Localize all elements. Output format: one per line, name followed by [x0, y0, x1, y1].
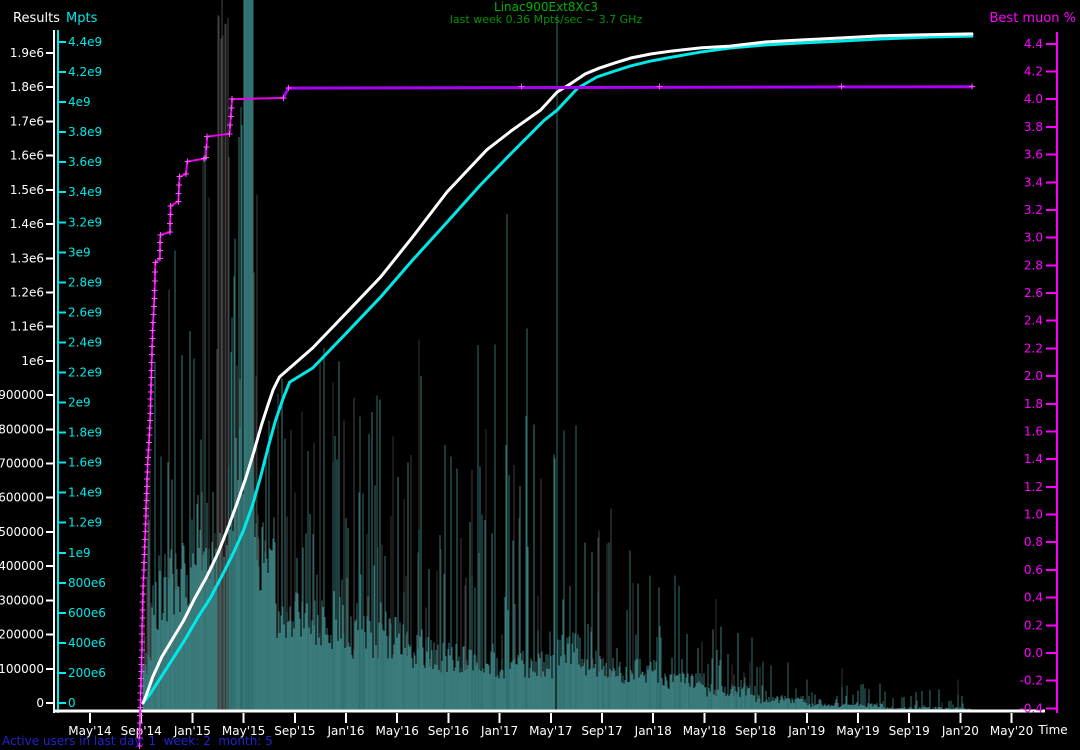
time-axis-tick-label: May'14 — [68, 724, 111, 738]
time-axis-tick-label: Jan'20 — [941, 724, 979, 738]
best-muon-axis-tick-label: 3.6 — [1024, 148, 1043, 162]
results-axis-tick-label: 1.7e6 — [10, 114, 44, 128]
best-muon-axis-tick-label: 0.4 — [1024, 591, 1043, 605]
mpts-axis-tick-label: 1.8e9 — [68, 426, 102, 440]
results-axis-tick-label: 1.8e6 — [10, 80, 44, 94]
best-muon-axis-tick-label: 3.4 — [1024, 175, 1043, 189]
mpts-axis-tick-label: 2e9 — [68, 396, 91, 410]
activity-spikes-layer — [142, 0, 974, 712]
mpts-axis-tick-label: 1e9 — [68, 546, 91, 560]
results-axis-tick-label: 900000 — [0, 388, 44, 402]
results-axis-tick-label: 1.4e6 — [10, 217, 44, 231]
best-muon-axis-title: Best muon % — [989, 11, 1077, 26]
best-muon-axis-tick-label: 1.2 — [1024, 480, 1043, 494]
mpts-axis-tick-label: 4.2e9 — [68, 65, 102, 79]
best-muon-axis-tick-label: 2.4 — [1024, 314, 1043, 328]
best-muon-axis-tick-label: 0.0 — [1024, 646, 1043, 660]
mpts-axis-tick-label: 1.4e9 — [68, 486, 102, 500]
mpts-axis-tick-label: 600e6 — [68, 606, 106, 620]
best-muon-axis-tick-label: 2.0 — [1024, 369, 1043, 383]
best-muon-curve-layer — [136, 83, 975, 749]
results-axis-tick-label: 1.5e6 — [10, 183, 44, 197]
mpts-axis-tick-label: 3e9 — [68, 245, 91, 259]
mpts-axis-tick-label: 3.8e9 — [68, 125, 102, 139]
best-muon-axis-tick-label: 1.6 — [1024, 424, 1043, 438]
best-muon-axis-tick-label: 0.8 — [1024, 535, 1043, 549]
chart-title: Linac900Ext8Xc3 — [494, 0, 598, 14]
results-axis-tick-label: 700000 — [0, 457, 44, 471]
best-muon-axis-tick-label: 1.8 — [1024, 397, 1043, 411]
best-muon-axis-tick-label: 2.6 — [1024, 286, 1043, 300]
time-axis-tick-label: Jan'16 — [326, 724, 364, 738]
axes-layer: 1.9e6 1.8e6 1.7e6 1.6e6 1.5e6 1.4e6 1.3e6 1.2e6… — [0, 30, 1058, 738]
results-axis-tick-label: 100000 — [0, 662, 44, 676]
best-muon-axis-tick-label: 4.4 — [1024, 37, 1043, 51]
results-axis-tick-label: 1.1e6 — [10, 320, 44, 334]
best-muon-axis-tick-label: 1.0 — [1024, 508, 1043, 522]
results-axis-tick-label: 1.9e6 — [10, 46, 44, 60]
time-axis-title: Time — [1038, 723, 1068, 737]
active-users-status: Active users in last day: 1 week: 2 mont… — [2, 734, 273, 748]
mpts-axis-tick-label: 1.2e9 — [68, 516, 102, 530]
best-muon-axis-tick-label: 2.2 — [1024, 341, 1043, 355]
results-axis-tick-label: 500000 — [0, 525, 44, 539]
best-muon-axis-tick-label: 3.0 — [1024, 231, 1043, 245]
results-axis-tick-label: 300000 — [0, 593, 44, 607]
best-muon-axis-tick-label: -0.2 — [1020, 674, 1043, 688]
mpts-axis-tick-label: 3.6e9 — [68, 155, 102, 169]
results-axis-tick-label: 600000 — [0, 491, 44, 505]
results-axis-tick-label: 1.3e6 — [10, 251, 44, 265]
best-muon-axis-tick-label: 4.0 — [1024, 92, 1043, 106]
time-axis-tick-label: May'17 — [529, 724, 572, 738]
mpts-axis-tick-label: 2.6e9 — [68, 305, 102, 319]
time-axis-tick-label: May'19 — [836, 724, 879, 738]
time-axis-tick-label: Sep'19 — [889, 724, 930, 738]
results-axis-title: Results — [13, 11, 60, 26]
time-axis-tick-label: Jan'18 — [634, 724, 672, 738]
results-axis-tick-label: 1.6e6 — [10, 149, 44, 163]
time-axis-tick-label: Sep'15 — [274, 724, 315, 738]
cumulative-curves-layer — [141, 32, 974, 705]
time-axis-tick-label: Jan'17 — [480, 724, 518, 738]
mpts-axis-title: Mpts — [66, 11, 98, 26]
mpts-axis-tick-label: 2.2e9 — [68, 366, 102, 380]
results-axis-tick-label: 1.2e6 — [10, 285, 44, 299]
time-axis-tick-label: Sep'18 — [735, 724, 776, 738]
mpts-axis-tick-label: 4.4e9 — [68, 35, 102, 49]
mpts-axis-tick-label: 0 — [68, 696, 76, 710]
results-axis-tick-label: 400000 — [0, 559, 44, 573]
best-muon-axis-tick-label: 2.8 — [1024, 258, 1043, 272]
best-muon-axis-tick-label: 3.2 — [1024, 203, 1043, 217]
mpts-axis-tick-label: 1.6e9 — [68, 456, 102, 470]
results-axis-tick-label: 200000 — [0, 628, 44, 642]
chart-subtitle: last week 0.36 Mpts/sec ~ 3.7 GHz — [449, 13, 643, 26]
best-muon-axis-tick-label: 3.8 — [1024, 120, 1043, 134]
time-axis-tick-label: May'16 — [376, 724, 419, 738]
mpts-axis-tick-label: 4e9 — [68, 95, 91, 109]
results-axis-tick-label: 800000 — [0, 422, 44, 436]
best-muon-axis-tick-label: -0.4 — [1020, 701, 1043, 715]
time-axis-tick-label: Sep'16 — [428, 724, 469, 738]
time-axis-tick-label: May'18 — [683, 724, 726, 738]
best-muon-axis-tick-label: 0.2 — [1024, 618, 1043, 632]
mpts-axis-tick-label: 800e6 — [68, 576, 106, 590]
best-muon-axis-tick-label: 0.6 — [1024, 563, 1043, 577]
mpts-axis-tick-label: 3.4e9 — [68, 185, 102, 199]
mpts-axis-tick-label: 2.8e9 — [68, 275, 102, 289]
results-axis-tick-label: 1e6 — [21, 354, 44, 368]
best-muon-axis-tick-label: 1.4 — [1024, 452, 1043, 466]
mpts-axis-tick-label: 3.2e9 — [68, 215, 102, 229]
mpts-axis-tick-label: 400e6 — [68, 636, 106, 650]
best-muon-axis-tick-label: 4.2 — [1024, 65, 1043, 79]
time-axis-tick-label: Jan'15 — [173, 724, 211, 738]
time-axis-tick-label: Sep'17 — [581, 724, 622, 738]
results-axis-tick-label: 0 — [36, 696, 44, 710]
time-axis-tick-label: May'20 — [990, 724, 1033, 738]
mpts-axis-tick-label: 2.4e9 — [68, 335, 102, 349]
mpts-axis-tick-label: 200e6 — [68, 666, 106, 680]
time-axis-tick-label: May'15 — [222, 724, 265, 738]
time-axis-tick-label: Jan'19 — [787, 724, 825, 738]
